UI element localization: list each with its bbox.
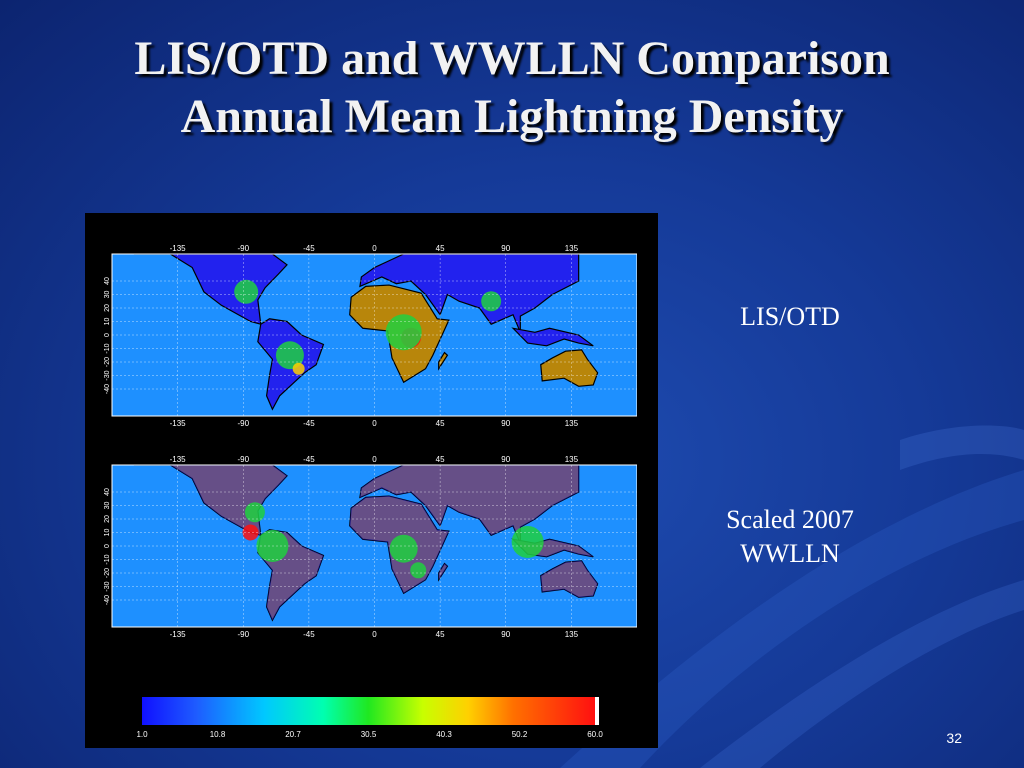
lat-tick-label: -40: [104, 384, 111, 394]
title-line-2: Annual Mean Lightning Density: [180, 90, 844, 143]
colorbar-tick-label: 40.3: [436, 730, 452, 739]
lon-tick-label: 0: [372, 244, 377, 253]
lon-tick-label: 45: [436, 419, 445, 428]
lon-tick-label: 45: [436, 455, 445, 464]
label-wwlln: Scaled 2007 WWLLN: [700, 503, 880, 571]
lon-tick-label: -90: [237, 630, 249, 639]
lat-tick-label: -20: [104, 568, 111, 578]
lightning-density-figure: -135 -135 -90 -90 -45 -45 0 0 45 45 90 90 135 135 40 40…: [85, 213, 658, 748]
lat-tick-label: -30: [104, 581, 111, 591]
lon-tick-label: 135: [565, 630, 579, 639]
lat-tick-label: 0: [104, 544, 111, 548]
lon-tick-label: 45: [436, 244, 445, 253]
lat-tick-label: 40: [104, 488, 111, 496]
lon-tick-label: 90: [501, 244, 510, 253]
land-mass: [359, 253, 580, 333]
lon-tick-label: 135: [565, 419, 579, 428]
lon-tick-label: 45: [436, 630, 445, 639]
lon-tick-label: -90: [237, 455, 249, 464]
lat-tick-label: 20: [104, 515, 111, 523]
lat-tick-label: 30: [104, 291, 111, 299]
lightning-hotspot: [292, 362, 305, 375]
colorbar-tick-label: 30.5: [360, 730, 377, 739]
lon-tick-label: -45: [303, 455, 315, 464]
lat-tick-label: 10: [104, 529, 111, 537]
lon-tick-label: 90: [501, 419, 510, 428]
lightning-hotspot: [385, 314, 422, 351]
lightning-hotspot: [244, 502, 265, 523]
lat-tick-label: 0: [104, 333, 111, 337]
lon-tick-label: 0: [372, 630, 377, 639]
map-lis-otd: -135-135-90-90-45-4500454590901351354040…: [104, 240, 637, 432]
lightning-hotspot: [481, 291, 502, 312]
colorbar-tick-label: 60.0: [587, 730, 603, 739]
lat-tick-label: -10: [104, 554, 111, 564]
colorbar-tick-label: 20.7: [285, 730, 301, 739]
lon-tick-label: -135: [170, 244, 187, 253]
colorbar-tick-label: 1.0: [136, 730, 148, 739]
lon-tick-label: -135: [170, 455, 187, 464]
lon-tick-label: -45: [303, 419, 315, 428]
land-mass: [438, 351, 449, 371]
lon-tick-label: -90: [237, 244, 249, 253]
lon-tick-label: 90: [501, 455, 510, 464]
lon-tick-label: 90: [501, 630, 510, 639]
lat-tick-label: -20: [104, 357, 111, 367]
lon-tick-label: 0: [372, 419, 377, 428]
lat-tick-label: 40: [104, 277, 111, 285]
land-density-overlay: [438, 563, 448, 580]
slide-title: LIS/OTD and WWLLN Comparison Annual Mean…: [0, 30, 1024, 146]
lat-tick-label: 10: [104, 318, 111, 326]
lon-tick-label: 0: [372, 455, 377, 464]
lat-tick-label: -10: [104, 343, 111, 353]
lightning-hotspot: [410, 562, 427, 579]
colorbar-gradient: [142, 697, 595, 725]
lon-tick-label: -45: [303, 244, 315, 253]
land-mass: [511, 327, 594, 347]
lon-tick-label: 135: [565, 244, 579, 253]
lon-tick-label: -45: [303, 630, 315, 639]
lightning-hotspot: [234, 279, 259, 304]
lon-tick-label: -135: [170, 630, 187, 639]
lat-tick-label: -30: [104, 370, 111, 380]
lightning-hotspot: [242, 524, 259, 541]
lon-tick-label: 135: [565, 455, 579, 464]
lightning-hotspot: [389, 534, 418, 563]
title-line-1: LIS/OTD and WWLLN Comparison: [134, 32, 890, 85]
colorbar: 1.0 10.8 20.7 30.5 40.3 50.2 60.0: [136, 697, 603, 739]
lat-tick-label: 30: [104, 502, 111, 510]
land-density-overlay: [359, 465, 579, 544]
lon-tick-label: -135: [170, 419, 187, 428]
lat-tick-label: -40: [104, 595, 111, 605]
map-wwlln: -135-135-90-90-45-4500454590901351354040…: [104, 451, 637, 643]
colorbar-end: [595, 697, 599, 725]
colorbar-tick-label: 10.8: [209, 730, 226, 739]
label-wwlln-line-1: Scaled 2007: [726, 505, 854, 534]
colorbar-tick-label: 50.2: [511, 730, 528, 739]
label-wwlln-line-2: WWLLN: [740, 539, 840, 568]
land-density-overlay: [540, 560, 598, 598]
lon-tick-label: -90: [237, 419, 249, 428]
page-number: 32: [946, 730, 962, 746]
lightning-hotspot: [511, 525, 544, 558]
land-mass: [540, 349, 599, 387]
label-lis-otd: LIS/OTD: [740, 302, 840, 331]
lat-tick-label: 20: [104, 304, 111, 312]
